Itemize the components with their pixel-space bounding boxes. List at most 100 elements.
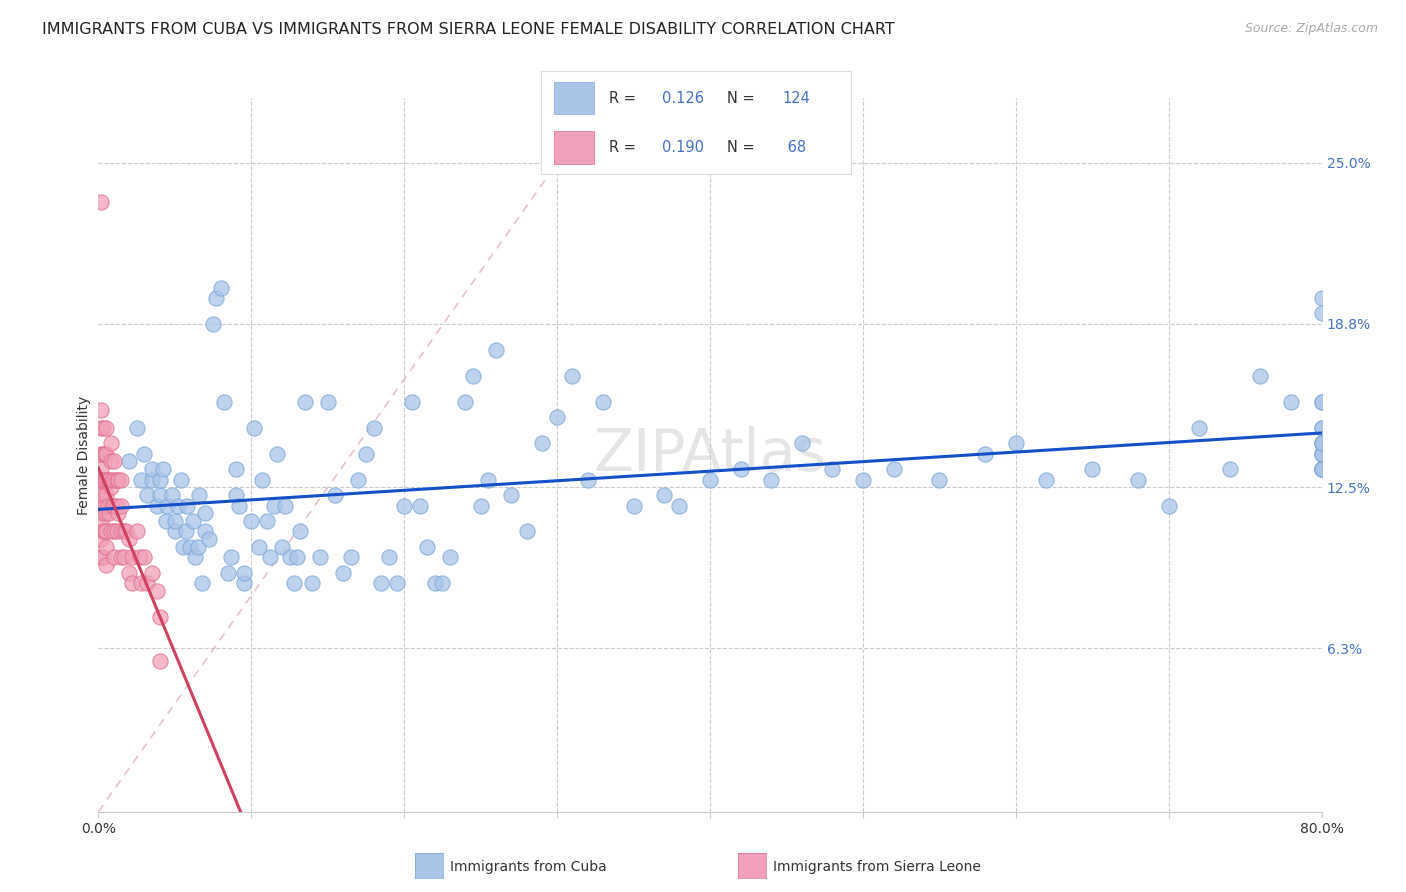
Point	[90, 194, 112, 209]
Point	[1219, 462, 1241, 476]
Text: IMMIGRANTS FROM CUBA VS IMMIGRANTS FROM SIERRA LEONE FEMALE DISABILITY CORRELATI: IMMIGRANTS FROM CUBA VS IMMIGRANTS FROM …	[42, 22, 896, 37]
Point	[121, 550, 143, 565]
Point	[181, 514, 204, 528]
Point	[103, 524, 125, 539]
Point	[439, 550, 461, 565]
Point	[790, 436, 813, 450]
Point	[110, 524, 132, 539]
Point	[191, 576, 214, 591]
Text: ZIPAtlas: ZIPAtlas	[593, 426, 827, 483]
Point	[101, 499, 124, 513]
Point	[93, 524, 115, 539]
Point	[401, 394, 423, 409]
Text: R =: R =	[609, 140, 641, 155]
Point	[105, 524, 128, 539]
Point	[97, 473, 120, 487]
Point	[1310, 462, 1333, 476]
Point	[370, 576, 392, 591]
Point	[1310, 291, 1333, 305]
Point	[363, 420, 385, 434]
Point	[309, 550, 332, 565]
Point	[278, 550, 301, 565]
Point	[576, 473, 599, 487]
Point	[155, 514, 177, 528]
Point	[1310, 447, 1333, 461]
Point	[121, 576, 143, 591]
Point	[225, 488, 247, 502]
Point	[145, 499, 167, 513]
Point	[454, 394, 477, 409]
Point	[176, 499, 198, 513]
Point	[316, 394, 339, 409]
Point	[592, 394, 614, 409]
Point	[90, 514, 112, 528]
Text: 124: 124	[783, 90, 810, 105]
Bar	[554, 81, 593, 114]
Point	[90, 533, 112, 547]
Point	[202, 317, 225, 331]
Point	[103, 473, 125, 487]
Point	[247, 540, 270, 554]
Point	[141, 462, 163, 476]
Point	[1310, 394, 1333, 409]
Point	[378, 550, 401, 565]
Text: N =: N =	[727, 90, 759, 105]
Point	[354, 447, 377, 461]
Point	[93, 499, 115, 513]
Point	[385, 576, 408, 591]
Point	[1310, 436, 1333, 450]
Point	[160, 488, 183, 502]
Point	[91, 524, 114, 539]
Point	[699, 473, 721, 487]
Point	[205, 291, 228, 305]
Point	[477, 473, 499, 487]
Point	[928, 473, 950, 487]
Point	[110, 473, 132, 487]
Point	[94, 488, 117, 502]
Point	[1310, 436, 1333, 450]
Point	[152, 462, 174, 476]
Point	[184, 550, 207, 565]
Point	[325, 488, 347, 502]
Point	[134, 447, 156, 461]
Point	[1081, 462, 1104, 476]
Point	[285, 550, 308, 565]
Point	[530, 436, 553, 450]
Point	[136, 488, 159, 502]
Point	[228, 499, 250, 513]
Point	[250, 473, 273, 487]
Point	[125, 524, 148, 539]
Text: 0.190: 0.190	[662, 140, 704, 155]
Point	[301, 576, 323, 591]
Point	[221, 550, 243, 565]
Point	[100, 480, 122, 494]
Point	[149, 654, 172, 668]
Point	[163, 524, 186, 539]
Point	[103, 550, 125, 565]
Point	[100, 436, 122, 450]
Y-axis label: Female Disability: Female Disability	[77, 395, 91, 515]
Point	[93, 447, 115, 461]
Point	[423, 576, 446, 591]
Point	[1310, 420, 1333, 434]
Point	[90, 499, 112, 513]
Point	[94, 540, 117, 554]
Point	[91, 420, 114, 434]
Point	[91, 488, 114, 502]
Point	[1310, 394, 1333, 409]
Bar	[554, 131, 593, 163]
Point	[145, 584, 167, 599]
Point	[91, 473, 114, 487]
Point	[91, 550, 114, 565]
Text: R =: R =	[609, 90, 641, 105]
Point	[90, 488, 112, 502]
Point	[179, 540, 201, 554]
Point	[1157, 499, 1180, 513]
Point	[212, 394, 235, 409]
Point	[1004, 436, 1026, 450]
Point	[652, 488, 675, 502]
Point	[470, 499, 492, 513]
Point	[1249, 368, 1271, 383]
Point	[432, 576, 454, 591]
Point	[103, 454, 125, 468]
